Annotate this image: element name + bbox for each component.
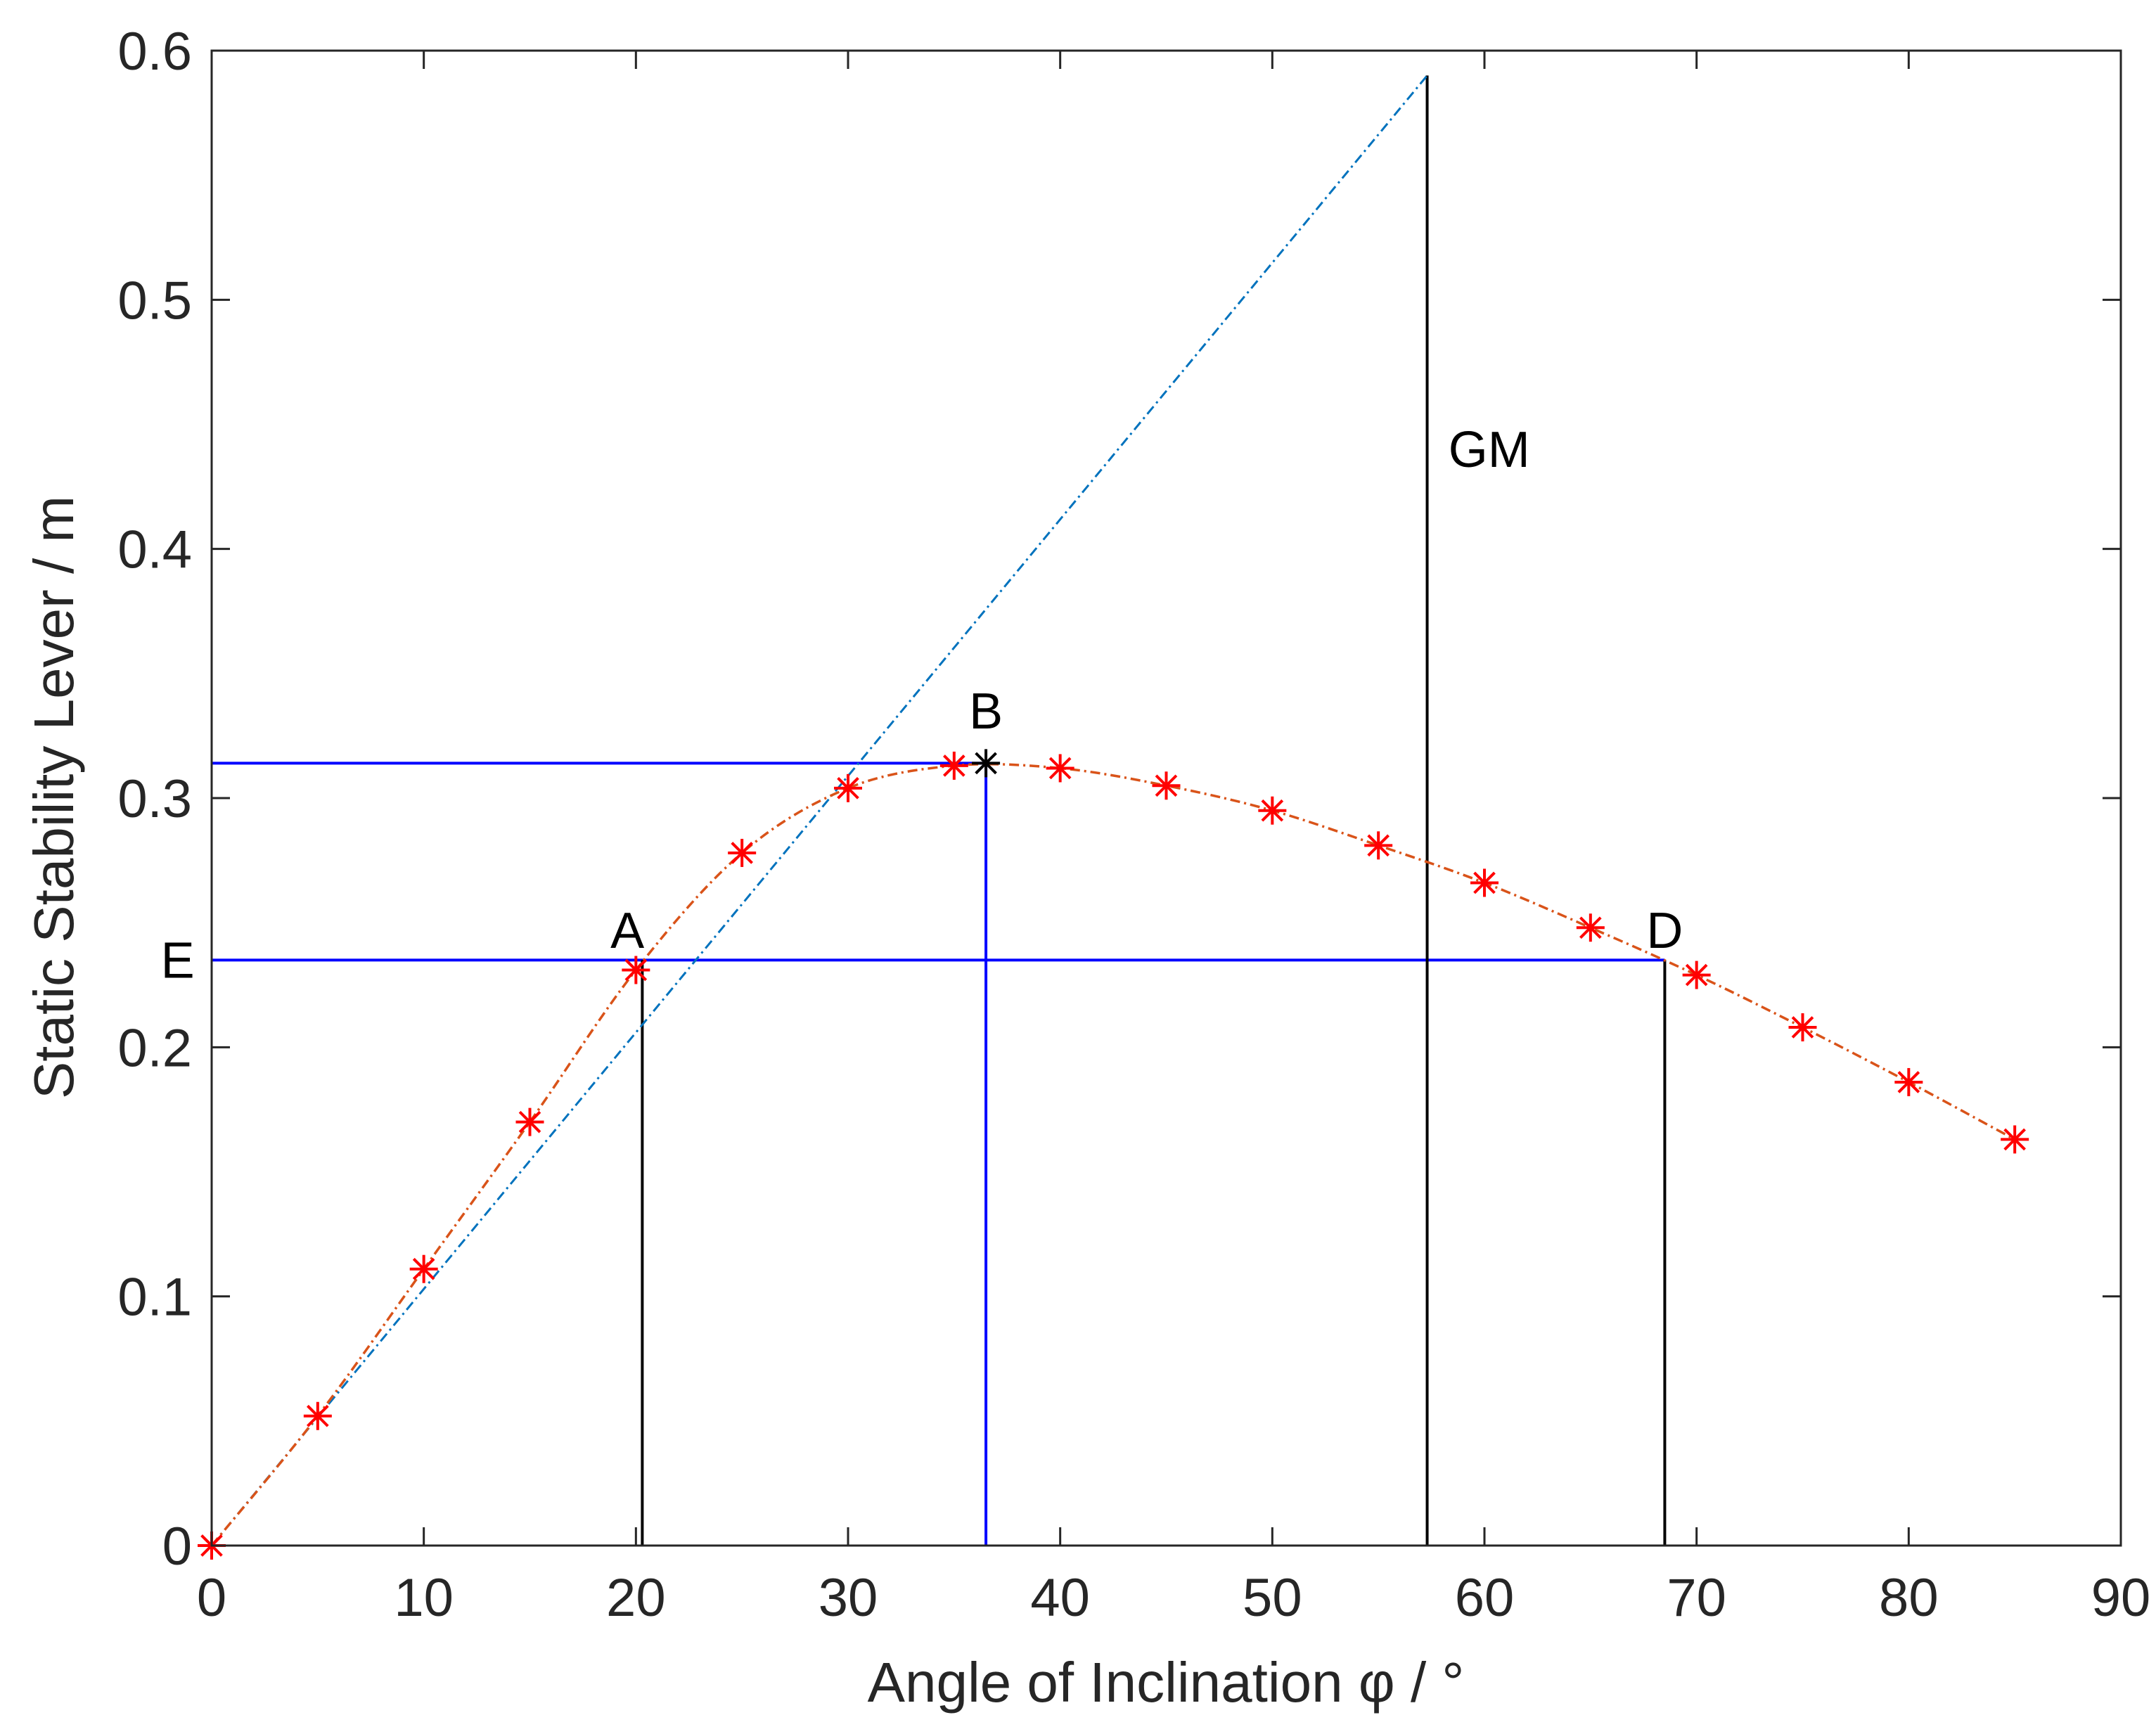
curve-marker (1152, 771, 1181, 800)
curve-marker (1046, 754, 1074, 783)
annotation-b: B (969, 683, 1003, 740)
curve-marker (409, 1254, 438, 1283)
y-tick-label: 0.3 (117, 769, 192, 829)
curve-marker (1894, 1067, 1923, 1096)
y-tick-label: 0 (162, 1517, 192, 1576)
x-tick-label: 40 (1030, 1568, 1090, 1628)
marker-stroke (837, 777, 859, 799)
curve-marker (939, 751, 968, 780)
curve-marker (515, 1107, 544, 1136)
x-tick-label: 20 (606, 1568, 666, 1628)
marker-stroke (412, 1257, 435, 1280)
x-tick-label: 10 (394, 1568, 454, 1628)
plot-layer (198, 75, 2029, 1560)
annotation-d: D (1646, 903, 1683, 959)
y-tick-label: 0.2 (117, 1018, 192, 1078)
x-tick-label: 70 (1667, 1568, 1726, 1628)
marker-stroke (518, 1110, 541, 1133)
marker-stroke (624, 958, 648, 982)
y-axis-title: Static Stability Lever / m (23, 496, 85, 1099)
curve-marker (1682, 961, 1711, 989)
y-tick-label: 0.6 (117, 22, 192, 82)
annotation-gm: GM (1449, 422, 1530, 478)
x-tick-label: 50 (1243, 1568, 1302, 1628)
curve-marker (1576, 913, 1605, 942)
tangent-line (210, 75, 1428, 1546)
x-tick-label: 0 (197, 1568, 226, 1628)
label-layer: Angle of Inclination φ / ° Static Stabil… (23, 22, 2150, 1714)
marker-stroke (1579, 916, 1602, 939)
marker-stroke (1261, 799, 1284, 822)
annotation-a: A (610, 903, 644, 959)
marker-stroke (307, 1404, 329, 1427)
curve-marker (728, 838, 757, 867)
max-point-marker (972, 749, 1001, 778)
marker-stroke (1791, 1016, 1814, 1039)
marker-stroke (1473, 871, 1496, 894)
curve-marker (1364, 831, 1393, 860)
x-tick-label: 90 (2091, 1568, 2151, 1628)
curve-marker (2001, 1125, 2029, 1154)
y-tick-label: 0.4 (117, 520, 192, 580)
curve-marker (834, 773, 862, 802)
marker-stroke (1048, 757, 1072, 780)
axes-layer (210, 49, 2122, 1547)
marker-stroke (943, 754, 965, 777)
x-tick-label: 80 (1879, 1568, 1939, 1628)
marker-stroke (1155, 774, 1178, 797)
marker-stroke (1367, 834, 1390, 857)
x-axis-title: Angle of Inclination φ / ° (868, 1651, 1465, 1714)
marker-stroke (731, 842, 753, 864)
y-tick-label: 0.5 (117, 271, 192, 330)
curve-marker (1788, 1013, 1817, 1041)
x-tick-label: 60 (1455, 1568, 1515, 1628)
marker-stroke (2003, 1128, 2026, 1151)
y-tick-label: 0.1 (117, 1268, 192, 1328)
annotation-e: E (161, 932, 195, 989)
curve-marker (622, 956, 650, 984)
marker-stroke (975, 752, 997, 775)
x-tick-label: 30 (819, 1568, 878, 1628)
marker-stroke (1897, 1071, 1920, 1093)
curve-marker (1258, 796, 1287, 825)
curve-marker (303, 1401, 332, 1430)
curve-marker (1470, 868, 1499, 897)
marker-stroke (1685, 963, 1708, 987)
